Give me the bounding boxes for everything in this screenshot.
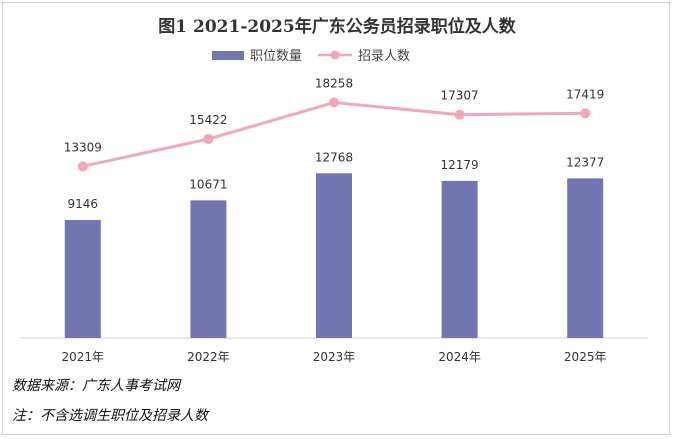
bar: [190, 200, 227, 338]
legend: 职位数量 招录人数: [212, 49, 410, 64]
bar-value-label: 12179: [441, 158, 479, 172]
bar: [567, 178, 604, 338]
line-point: [580, 108, 591, 119]
bar: [64, 220, 101, 338]
bar: [316, 173, 352, 338]
bar-value-label: 9146: [68, 197, 99, 211]
legend-line-label: 招录人数: [358, 49, 410, 64]
chart-title: 图1 2021-2025年广东公务员招录职位及人数: [158, 16, 516, 37]
bar-value-label: 12377: [566, 155, 604, 169]
legend-bar-swatch: [212, 51, 244, 60]
legend-bar-label: 职位数量: [250, 49, 302, 64]
legend-line-marker: [330, 50, 340, 60]
line-point: [329, 97, 339, 108]
x-tick-label: 2024年: [438, 350, 481, 364]
bar-value-label: 10671: [189, 177, 227, 191]
x-tick-label: 2025年: [564, 350, 607, 364]
line-value-label: 18258: [315, 76, 353, 90]
line-value-label: 13309: [64, 140, 102, 154]
source-note: 数据来源：广东人事考试网: [12, 378, 180, 394]
line-value-label: 15422: [189, 113, 227, 127]
line-point: [203, 134, 214, 145]
line-point: [77, 161, 88, 172]
line-value-label: 17307: [441, 89, 479, 103]
x-tick-label: 2023年: [313, 350, 356, 364]
x-tick-label: 2022年: [187, 350, 230, 364]
x-tick-label: 2021年: [62, 350, 105, 364]
line-point: [454, 109, 465, 120]
bar: [441, 180, 478, 338]
line-value-label: 17419: [566, 87, 604, 101]
bar-value-label: 12768: [315, 150, 353, 164]
remark-note: 注：不含选调生职位及招录人数: [12, 408, 208, 424]
